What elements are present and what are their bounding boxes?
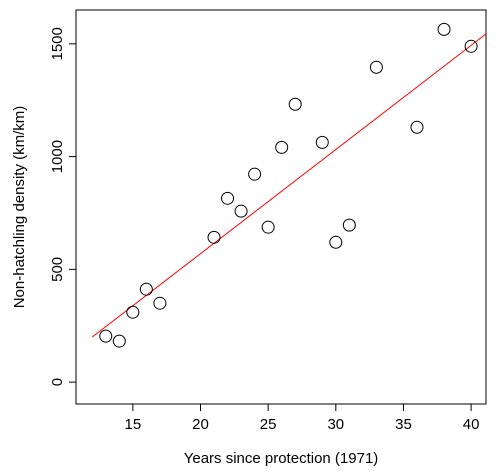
point: [261, 220, 275, 234]
fit-line: [91, 33, 487, 338]
y-axis-label: Non-hatchling density (km/km): [11, 106, 28, 309]
point: [329, 235, 343, 249]
point: [288, 97, 302, 111]
point: [248, 167, 262, 181]
point: [315, 135, 329, 149]
plot-frame: [75, 9, 487, 405]
point: [369, 60, 383, 74]
point: [342, 218, 356, 232]
x-tick-label: 40: [463, 416, 480, 433]
y-tick-label: 1000: [49, 140, 66, 173]
x-tick-label: 30: [327, 416, 344, 433]
y-tick-label: 500: [49, 257, 66, 282]
point: [207, 230, 221, 244]
point: [410, 120, 424, 134]
x-tick-label: 25: [260, 416, 277, 433]
point: [139, 282, 153, 296]
point: [464, 39, 478, 53]
point: [112, 334, 126, 348]
y-tick-label: 1500: [49, 27, 66, 60]
point: [126, 305, 140, 319]
point: [221, 191, 235, 205]
point: [99, 329, 113, 343]
point: [437, 22, 451, 36]
x-tick-label: 35: [395, 416, 412, 433]
y-tick-label: 0: [49, 378, 66, 386]
x-axis-label: Years since protection (1971): [184, 450, 379, 467]
x-tick-label: 15: [124, 416, 141, 433]
point: [234, 204, 248, 218]
point: [153, 296, 167, 310]
point: [275, 140, 289, 154]
x-tick-label: 20: [192, 416, 209, 433]
